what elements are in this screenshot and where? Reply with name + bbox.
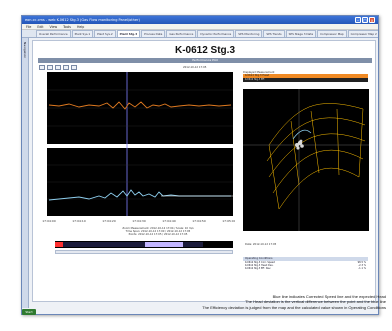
menu-item-help[interactable]: Help xyxy=(76,24,85,29)
x-tick-label: 17:04:50 xyxy=(192,219,206,223)
condition-value: -2.3 % xyxy=(358,264,366,267)
zoom-in-button[interactable] xyxy=(39,65,45,70)
menu-item-view[interactable]: View xyxy=(49,24,58,29)
export-button[interactable] xyxy=(71,65,77,70)
x-tick-label: 17:04:20 xyxy=(102,219,116,223)
timeline-scrubber[interactable] xyxy=(55,241,233,248)
maximize-icon[interactable]: □ xyxy=(362,17,368,23)
status-line-3: Points: 2012-10-12 17:05 / 2012-10-12 17… xyxy=(128,233,188,236)
tab-bar: Overall Performance Plant Sys.1 Plant Sys.… xyxy=(22,30,378,38)
displayed-measurement-box: Displayed Measurement K-0612 Stg.3 Head … xyxy=(243,71,368,82)
measurement-row-head[interactable]: K-0612 Stg.3 Head xyxy=(243,74,368,78)
header-time: 2012-10-12 17:05 xyxy=(183,66,207,69)
status-line-2: Time Span: 2012-10-12 17:00 / 2012-10-12… xyxy=(125,230,191,233)
side-navigation-strip[interactable]: Navigation xyxy=(22,38,29,308)
condition-label: K-0612 Stg.3 Head Dev. xyxy=(245,264,274,267)
compressor-map[interactable] xyxy=(239,89,371,241)
horizontal-scrollbar[interactable] xyxy=(55,250,233,254)
menu-item-file[interactable]: File xyxy=(26,24,32,29)
timeline-selection-handle[interactable] xyxy=(145,242,183,247)
compressor-map-plot xyxy=(243,89,369,231)
x-tick-label: 17:05:00 xyxy=(222,219,235,223)
operating-condition-row: K-0612 Stg.3 Eff. Dev. -1.1 % xyxy=(243,267,368,270)
x-axis-ticks: 17:04:00 17:04:10 17:04:20 17:04:30 17:04:40… xyxy=(42,219,235,223)
x-tick-label: 17:04:10 xyxy=(72,219,86,223)
operating-condition-row: K-0612 Stg.3 Head Dev. -2.3 % xyxy=(243,264,368,267)
footer-line-1: Blue line indicates Corrected Speed line… xyxy=(272,294,386,299)
plot-toolbar xyxy=(39,65,77,70)
status-line-1: Zoom Measurement: 2012-10-12 17:04 / Sca… xyxy=(122,227,194,230)
condition-value: 98.5 % xyxy=(357,261,366,264)
map-speed-lines xyxy=(266,103,366,210)
footer-line-2: The Head deviation is the vertical diffe… xyxy=(245,299,386,305)
trend-grid xyxy=(47,89,233,200)
tab-5[interactable]: Gas Performance xyxy=(166,30,197,37)
panel-header: Performance Plot xyxy=(38,58,372,63)
tab-3[interactable]: Plant Stg.3 xyxy=(116,30,141,37)
tab-4[interactable]: Process Data xyxy=(141,30,166,37)
operating-conditions-box: Operating Conditions K-0612 Stg.3 Corr. … xyxy=(243,257,368,270)
menu-item-tools[interactable]: Tools xyxy=(63,24,71,29)
menu-item-edit[interactable]: Edit xyxy=(37,24,44,29)
condition-label: K-0612 Stg.3 Eff. Dev. xyxy=(245,267,272,270)
tab-7[interactable]: SPS Monitoring xyxy=(235,30,263,37)
footer-line-3: The Efficiency deviation is judged from … xyxy=(202,304,386,310)
head-trend-line xyxy=(48,101,232,110)
page-title: K-0612 Stg.3 xyxy=(174,45,236,56)
expected-speed-line xyxy=(292,129,312,140)
tab-8[interactable]: SPS Trends xyxy=(263,30,285,37)
trend-plots[interactable]: 17:04:00 17:04:10 17:04:20 17:04:30 17:04:40… xyxy=(39,72,235,224)
map-efficiency-lines xyxy=(268,108,364,210)
close-icon[interactable]: × xyxy=(369,17,375,23)
operating-points xyxy=(295,139,304,150)
tab-6[interactable]: Dynamic Performance xyxy=(197,30,235,37)
trend-status: Zoom Measurement: 2012-10-12 17:04 / Sca… xyxy=(93,227,223,236)
zoom-out-button[interactable] xyxy=(47,65,53,70)
measurement-row-eff[interactable]: K-0612 Stg.3 Eff. xyxy=(243,78,368,82)
operating-condition-row: K-0612 Stg.3 Corr. Speed 98.5 % xyxy=(243,261,368,264)
x-tick-label: 17:04:30 xyxy=(132,219,146,223)
x-tick-label: 17:04:00 xyxy=(42,219,56,223)
tab-2[interactable]: Plant Sys.2 xyxy=(94,30,116,37)
condition-value: -1.1 % xyxy=(358,267,366,270)
window-title: eon.cc.cms - web K-0612 Stg.3 (Gas Flow … xyxy=(25,18,140,22)
start-button[interactable]: Start xyxy=(22,309,36,315)
tab-10[interactable]: Compressor Map xyxy=(317,30,347,37)
reset-button[interactable] xyxy=(63,65,69,70)
tab-11[interactable]: Compressor Map 2 xyxy=(347,30,378,37)
pan-button[interactable] xyxy=(55,65,61,70)
map-caption: Date: 2012-10-12 17:05 xyxy=(245,243,277,246)
menu-bar: File Edit View Tools Help xyxy=(22,24,378,30)
operating-conditions-header: Operating Conditions xyxy=(243,257,368,261)
minimize-icon[interactable]: – xyxy=(355,17,361,23)
displayed-measurement-title: Displayed Measurement xyxy=(243,71,275,74)
tab-9[interactable]: SPS Stage 3 Data xyxy=(285,30,317,37)
main-content: K-0612 Stg.3 Performance Plot 2012-10-12… xyxy=(32,40,376,302)
tab-1[interactable]: Plant Sys.1 xyxy=(71,30,94,37)
footer-notes: Blue line indicates Corrected Speed line… xyxy=(156,294,386,310)
condition-label: K-0612 Stg.3 Corr. Speed xyxy=(245,261,275,264)
x-tick-label: 17:04:40 xyxy=(162,219,176,223)
app-window: eon.cc.cms - web K-0612 Stg.3 (Gas Flow … xyxy=(21,15,379,315)
title-bar: eon.cc.cms - web K-0612 Stg.3 (Gas Flow … xyxy=(22,16,378,24)
side-label: Navigation xyxy=(23,42,27,59)
tab-0[interactable]: Overall Performance xyxy=(36,30,71,37)
